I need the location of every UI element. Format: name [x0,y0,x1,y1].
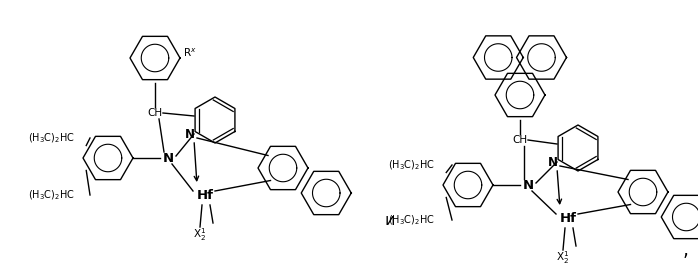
Text: N: N [163,152,174,165]
Text: CH: CH [512,135,528,145]
Text: (H$_3$C)$_2$HC: (H$_3$C)$_2$HC [28,131,75,145]
Text: ,: , [682,240,688,259]
Text: N: N [185,128,195,140]
Text: (H$_3$C)$_2$HC: (H$_3$C)$_2$HC [28,188,75,202]
Text: (H$_3$C)$_2$HC: (H$_3$C)$_2$HC [388,213,435,227]
Text: X$^1_2$: X$^1_2$ [556,250,570,266]
Text: (H$_3$C)$_2$HC: (H$_3$C)$_2$HC [388,158,435,172]
Text: Hf: Hf [197,188,214,202]
Text: N: N [548,155,558,168]
Text: и: и [385,212,395,227]
Text: Hf: Hf [560,212,577,225]
Text: CH: CH [147,108,163,118]
Text: R$^x$: R$^x$ [183,47,197,59]
Text: X$^1_2$: X$^1_2$ [193,227,207,244]
Text: N: N [522,178,533,192]
